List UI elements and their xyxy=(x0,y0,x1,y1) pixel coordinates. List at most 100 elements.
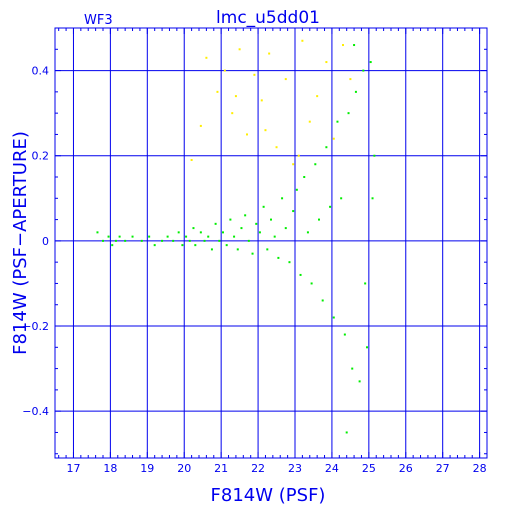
data-point-green xyxy=(321,299,324,302)
data-point-green xyxy=(258,231,261,234)
data-point-green xyxy=(111,244,114,247)
data-point-green xyxy=(218,239,221,242)
data-point-green xyxy=(273,235,276,238)
data-point-green xyxy=(240,227,243,230)
data-point-green xyxy=(353,44,356,47)
data-point-green xyxy=(318,218,320,221)
data-point-green xyxy=(345,431,348,434)
data-point-yellow xyxy=(234,95,237,98)
data-point-green xyxy=(351,367,354,370)
data-point-green xyxy=(332,316,335,319)
data-point-green xyxy=(172,239,175,242)
y-tick-label: 0 xyxy=(42,235,49,248)
data-point-green xyxy=(281,197,284,200)
data-point-green xyxy=(102,239,104,242)
data-point-yellow xyxy=(223,69,226,72)
data-point-yellow xyxy=(297,154,300,157)
data-point-green xyxy=(314,163,317,166)
data-point-yellow xyxy=(349,78,352,81)
data-point-green xyxy=(236,248,239,251)
data-point-green xyxy=(210,248,213,251)
data-point-green xyxy=(371,197,374,200)
x-tick-label: 20 xyxy=(177,462,191,475)
data-point-green xyxy=(364,282,367,285)
data-point-yellow xyxy=(301,39,304,42)
data-point-green xyxy=(166,235,169,238)
data-point-green xyxy=(336,120,339,123)
y-tick-labels: −0.4 −0.2 0 0.2 0.4 xyxy=(22,65,49,419)
x-tick-label: 26 xyxy=(399,462,413,475)
data-point-green xyxy=(299,273,302,276)
data-point-yellow xyxy=(268,52,271,55)
data-point-green xyxy=(270,218,272,221)
data-point-green xyxy=(229,218,232,221)
data-point-green xyxy=(295,188,298,191)
data-point-yellow xyxy=(342,44,344,47)
data-point-green xyxy=(148,235,151,238)
x-tick-label: 23 xyxy=(288,462,302,475)
data-point-green xyxy=(188,239,191,242)
data-point-green xyxy=(194,244,197,247)
data-point-green xyxy=(288,261,291,264)
data-point-green xyxy=(177,231,180,234)
data-point-green xyxy=(140,239,143,242)
data-point-green xyxy=(354,90,357,93)
x-tick-label: 17 xyxy=(66,462,80,475)
data-point-green xyxy=(185,235,188,238)
y-tick-label: −0.4 xyxy=(22,405,49,418)
data-point-green xyxy=(366,346,368,349)
data-point-green xyxy=(262,205,265,208)
data-point-green xyxy=(161,239,164,242)
x-axis-label: F814W (PSF) xyxy=(211,485,326,506)
data-point-green xyxy=(131,235,134,238)
data-point-yellow xyxy=(332,137,335,140)
data-point-green xyxy=(303,176,306,179)
data-point-green xyxy=(292,210,295,213)
data-point-yellow xyxy=(316,95,319,98)
data-point-green xyxy=(247,239,250,242)
y-tick-label: 0.4 xyxy=(32,65,50,78)
data-point-yellow xyxy=(205,56,208,59)
data-point-green xyxy=(114,239,117,242)
x-tick-label: 24 xyxy=(325,462,339,475)
data-point-yellow xyxy=(275,146,278,149)
data-point-yellow xyxy=(199,124,202,127)
x-tick-label: 19 xyxy=(140,462,154,475)
data-point-green xyxy=(207,235,210,238)
data-point-green xyxy=(255,222,258,225)
data-point-yellow xyxy=(325,61,328,64)
data-point-green xyxy=(118,235,121,238)
x-tick-labels: 17 18 19 20 21 22 23 24 25 26 27 28 xyxy=(66,462,486,475)
data-point-green xyxy=(306,231,309,234)
data-point-yellow xyxy=(264,129,267,132)
data-point-green xyxy=(225,244,228,247)
data-point-green xyxy=(343,333,346,336)
data-point-yellow xyxy=(238,48,241,51)
data-point-yellow xyxy=(253,73,256,76)
x-tick-label: 22 xyxy=(251,462,265,475)
data-point-green xyxy=(214,222,217,225)
data-point-yellow xyxy=(260,99,263,102)
data-point-green xyxy=(329,205,332,208)
plot-grid xyxy=(55,28,487,458)
data-point-green xyxy=(369,61,372,64)
data-point-green xyxy=(325,146,328,149)
data-point-green xyxy=(340,197,343,200)
data-point-green xyxy=(222,231,224,234)
data-point-green xyxy=(181,244,184,247)
plot-frame xyxy=(54,27,488,459)
data-point-green xyxy=(251,252,254,255)
data-point-green xyxy=(96,231,99,234)
y-axis-label: F814W (PSF−APERTURE) xyxy=(10,131,31,355)
data-point-green xyxy=(153,244,156,247)
data-point-green xyxy=(266,248,269,251)
points-layer xyxy=(96,39,376,434)
y-tick-label: −0.2 xyxy=(22,320,49,333)
data-point-green xyxy=(277,256,280,259)
data-point-yellow xyxy=(231,112,234,115)
x-tick-label: 18 xyxy=(103,462,117,475)
data-point-green xyxy=(362,69,365,72)
data-point-green xyxy=(358,380,361,383)
x-tick-label: 25 xyxy=(362,462,376,475)
